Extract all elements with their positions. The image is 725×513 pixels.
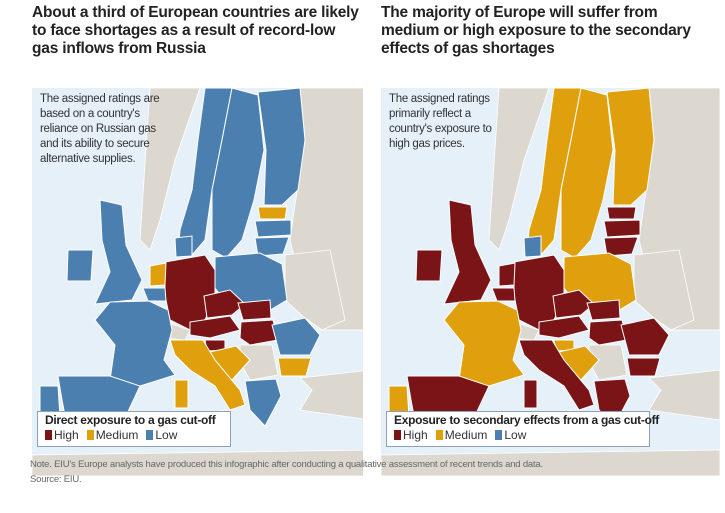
left-title: About a third of European countries are … (32, 4, 359, 57)
right-title: The majority of Europe will suffer from … (381, 4, 691, 57)
legend-title: Exposure to secondary effects from a gas… (394, 413, 659, 427)
land-turkey (648, 369, 720, 421)
country-austria (538, 315, 590, 339)
low-swatch (495, 430, 503, 440)
country-sweden (211, 88, 265, 259)
country-austria (189, 315, 241, 339)
country-belgium (491, 287, 516, 302)
right-annotation: The assigned ratings primarily reflect a… (389, 93, 492, 150)
country-czechia (552, 289, 595, 319)
land-turkey (299, 370, 363, 420)
country-greece (244, 378, 282, 427)
note: Note. EIU's Europe analysts have produce… (30, 459, 543, 470)
land-scandi_land (488, 88, 550, 251)
country-france (443, 300, 525, 387)
country-hungary (588, 319, 628, 346)
country-bulgaria (626, 357, 661, 377)
low-swatch (146, 430, 154, 440)
legend-medium: Medium (435, 428, 488, 442)
country-latvia (603, 219, 641, 238)
legend-low: Low (146, 428, 177, 442)
country-netherlands (498, 262, 516, 287)
legend-title: Direct exposure to a gas cut-off (45, 413, 216, 427)
legend-low-label: Low (155, 428, 178, 442)
land-scandi_land (139, 88, 201, 251)
country-hungary (239, 319, 279, 346)
country-finland (257, 88, 306, 206)
country-france (94, 300, 176, 387)
medium-swatch (435, 430, 443, 440)
country-belgium (142, 287, 167, 302)
country-romania (620, 317, 670, 356)
country-romania (271, 317, 321, 356)
legend-high-label: High (54, 428, 79, 442)
country-italy (169, 339, 246, 411)
legend-low-label: Low (504, 428, 527, 442)
country-latvia (254, 219, 292, 238)
country-uk (94, 199, 143, 305)
country-estonia (606, 206, 637, 220)
country-sweden (560, 88, 614, 259)
country-ireland (66, 249, 94, 282)
legend-high-label: High (403, 428, 428, 442)
legend-medium: Medium (86, 428, 139, 442)
country-slovakia (237, 299, 272, 321)
country-estonia (257, 206, 288, 220)
right-map (381, 88, 720, 476)
high-swatch (45, 430, 52, 440)
country-finland (606, 88, 655, 206)
medium-swatch (86, 430, 94, 440)
left-annotation: The assigned ratings are based on a coun… (40, 93, 160, 165)
right-legend: Exposure to secondary effects from a gas… (386, 411, 659, 447)
legend-medium-label: Medium (95, 428, 139, 442)
country-sardinia (523, 379, 538, 409)
country-lithuania (254, 236, 290, 257)
country-italy (518, 339, 595, 411)
high-swatch (394, 430, 401, 440)
country-slovakia (586, 299, 621, 321)
legend-high: High (394, 428, 428, 442)
country-lithuania (603, 236, 639, 257)
country-netherlands (149, 262, 167, 287)
legend-high: High (45, 428, 79, 442)
land-africa (32, 449, 363, 476)
country-denmark (174, 235, 193, 258)
country-ireland (415, 249, 443, 282)
legend-medium-label: Medium (444, 428, 488, 442)
country-bulgaria (277, 357, 312, 377)
country-uk (443, 199, 492, 305)
legend-low: Low (495, 428, 526, 442)
left-legend: Direct exposure to a gas cut-off High Me… (37, 411, 231, 447)
country-sardinia (174, 379, 189, 409)
left-map (32, 88, 363, 476)
land-africa (381, 449, 720, 476)
country-denmark (523, 235, 542, 258)
country-czechia (203, 289, 246, 319)
source: Source: EIU. (30, 474, 82, 485)
